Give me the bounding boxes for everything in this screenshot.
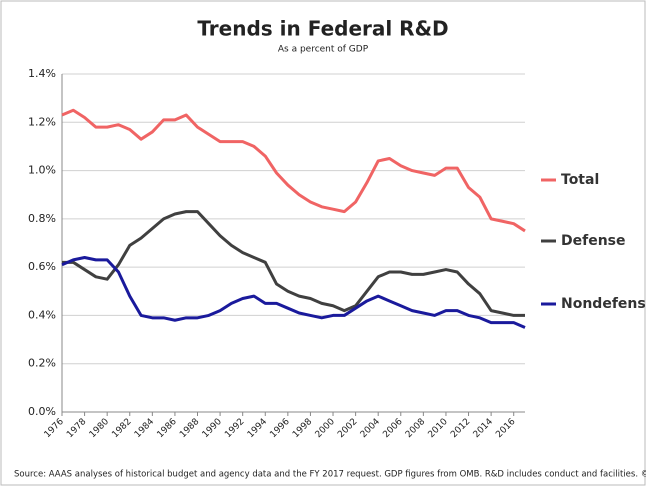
legend-label: Defense — [561, 233, 626, 249]
y-tick-label: 1.0% — [28, 164, 56, 177]
series-line — [61, 108, 526, 233]
y-tick-label: 1.2% — [28, 115, 56, 128]
chart-title: Trends in Federal R&D — [197, 17, 448, 41]
y-tick-label: 0.2% — [28, 357, 56, 370]
y-tick-label: 1.4% — [28, 67, 56, 80]
series-line — [61, 255, 526, 329]
source-note: Source: AAAS analyses of historical budg… — [14, 470, 646, 480]
legend-label: Nondefense — [561, 296, 646, 312]
y-tick-label: 0.4% — [28, 308, 56, 321]
y-tick-label: 0.6% — [28, 260, 56, 273]
y-tick-label: 0.0% — [28, 405, 56, 418]
legend-label: Total — [561, 172, 599, 188]
series-line — [62, 210, 525, 317]
chart-subtitle: As a percent of GDP — [278, 45, 369, 55]
y-tick-label: 0.8% — [28, 212, 56, 225]
